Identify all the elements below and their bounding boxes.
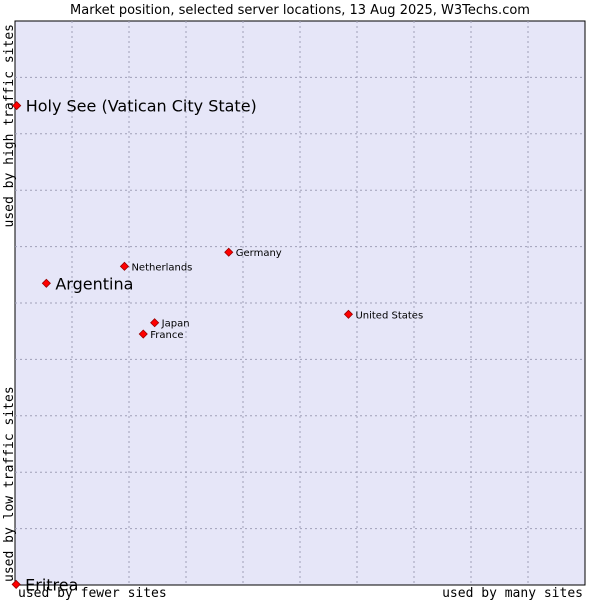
- data-point-marker[interactable]: [224, 247, 234, 257]
- data-point-label: France: [150, 330, 183, 341]
- data-point-marker[interactable]: [12, 101, 22, 111]
- grid-layer: [15, 21, 585, 585]
- data-point-label: Argentina: [55, 274, 133, 293]
- data-point-label: Netherlands: [131, 262, 192, 273]
- data-point-marker[interactable]: [119, 261, 130, 271]
- data-point-label: Eritrea: [25, 575, 78, 594]
- data-point-marker[interactable]: [343, 309, 354, 319]
- chart-title: Market position, selected server locatio…: [70, 3, 530, 18]
- data-point-marker[interactable]: [11, 579, 21, 590]
- data-point-label: Holy See (Vatican City State): [26, 97, 257, 116]
- x-axis-low-label: used by fewer sites: [18, 586, 167, 600]
- data-point-label: United States: [355, 310, 423, 321]
- data-point-label: Germany: [236, 248, 282, 259]
- data-point-marker[interactable]: [138, 329, 148, 339]
- y-axis-high-label: used by high traffic sites: [2, 24, 17, 228]
- data-point-marker[interactable]: [150, 318, 160, 328]
- data-point-marker[interactable]: [41, 278, 51, 288]
- data-point-label: Japan: [161, 319, 190, 330]
- points-layer: Holy See (Vatican City State) ArgentinaNe…: [11, 97, 423, 594]
- x-axis-high-label: used by many sites: [442, 586, 583, 600]
- y-axis-low-label: used by low traffic sites: [2, 386, 17, 582]
